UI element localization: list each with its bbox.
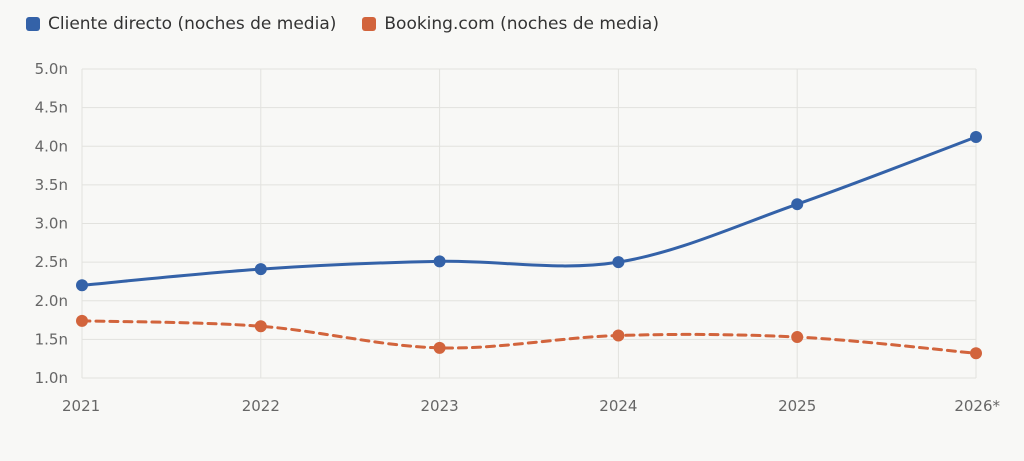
x-axis-ticks: 2021 2022 2023 2024 2025 2026* — [62, 397, 1000, 415]
data-point-cliente-directo[interactable] — [76, 279, 88, 292]
x-tick-label: 2024 — [599, 397, 637, 415]
series-lines — [80, 135, 978, 355]
data-point-booking[interactable] — [970, 347, 982, 360]
data-point-booking[interactable] — [76, 314, 88, 327]
grid-lines — [81, 68, 977, 379]
legend-label-booking: Booking.com (noches de media) — [384, 14, 659, 34]
legend-label-cliente-directo: Cliente directo (noches de media) — [48, 14, 337, 34]
chart-legend: Cliente directo (noches de media) Bookin… — [26, 14, 659, 34]
y-tick-label: 2.5n — [35, 253, 68, 271]
data-point-cliente-directo[interactable] — [612, 256, 625, 269]
data-point-cliente-directo[interactable] — [970, 130, 982, 143]
x-tick-label: 2023 — [421, 397, 459, 415]
data-point-cliente-directo[interactable] — [254, 263, 267, 276]
data-point-booking[interactable] — [254, 320, 267, 333]
data-point-cliente-directo[interactable] — [433, 255, 446, 268]
y-tick-label: 2.0n — [35, 292, 68, 310]
series-line-booking[interactable] — [80, 319, 978, 355]
legend-item-booking[interactable]: Booking.com (noches de media) — [362, 14, 659, 34]
y-tick-label: 3.5n — [35, 176, 68, 194]
x-tick-label: 2025 — [778, 397, 816, 415]
series-points — [76, 130, 982, 360]
y-tick-label: 5.0n — [35, 60, 68, 78]
legend-swatch-booking — [362, 17, 377, 31]
y-tick-label: 1.0n — [35, 369, 68, 387]
legend-item-cliente-directo[interactable]: Cliente directo (noches de media) — [26, 14, 336, 34]
series-line-cliente-directo[interactable] — [80, 135, 978, 287]
data-point-booking[interactable] — [612, 329, 625, 342]
legend-swatch-cliente-directo — [26, 17, 40, 31]
y-tick-label: 4.0n — [35, 137, 68, 155]
data-point-booking[interactable] — [791, 331, 804, 344]
y-tick-label: 1.5n — [35, 330, 68, 348]
x-tick-label: 2022 — [242, 397, 280, 415]
y-tick-label: 3.0n — [35, 215, 68, 233]
x-tick-label: 2026* — [954, 397, 1000, 415]
y-axis-ticks: 1.0n 1.5n 2.0n 2.5n 3.0n 3.5n 4.0n 4.5n 5.0n — [35, 60, 68, 387]
x-tick-label: 2021 — [62, 397, 100, 415]
data-point-booking[interactable] — [433, 341, 446, 354]
data-point-cliente-directo[interactable] — [791, 198, 804, 211]
y-tick-label: 4.5n — [35, 99, 68, 117]
